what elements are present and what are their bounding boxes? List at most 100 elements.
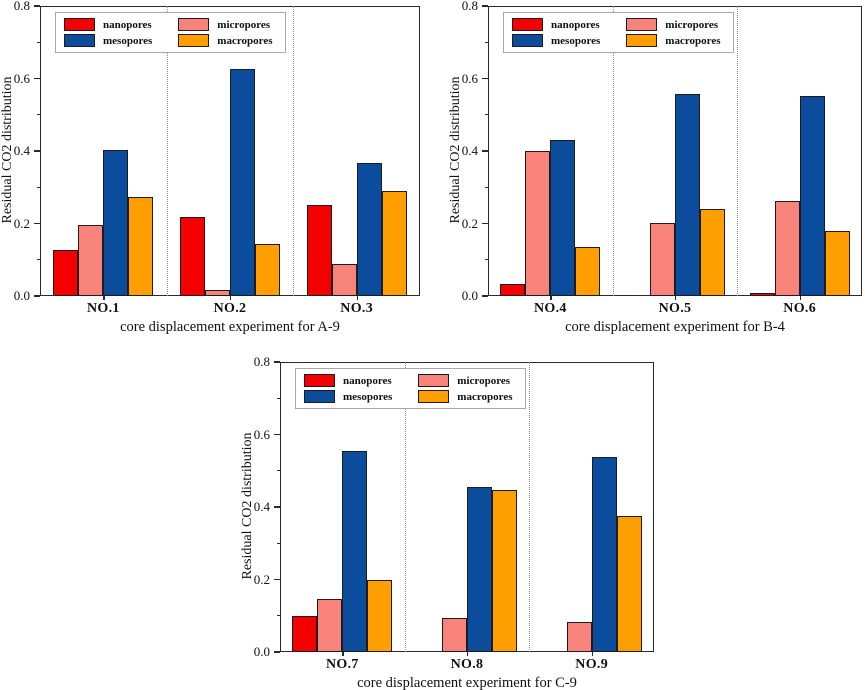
x-axis-title: core displacement experiment for C-9 bbox=[357, 675, 577, 690]
legend-label: micropores bbox=[217, 18, 271, 31]
x-tick-label: NO.8 bbox=[450, 657, 484, 672]
legend-item: micropores bbox=[178, 18, 272, 31]
bar-mesopores bbox=[550, 140, 576, 296]
bar-macropores bbox=[381, 191, 407, 296]
bar-nanopores bbox=[180, 217, 205, 296]
bar-micropores bbox=[331, 264, 357, 296]
y-tick bbox=[34, 295, 40, 297]
bar-nanopores bbox=[749, 293, 775, 296]
x-tick-label: NO.2 bbox=[213, 301, 247, 316]
x-tick-label: NO.6 bbox=[783, 301, 816, 316]
y-tick-label: 0.6 bbox=[253, 426, 270, 442]
legend-item: nanopores bbox=[512, 18, 600, 31]
y-tick-label: 0.0 bbox=[13, 288, 30, 303]
y-minor-tick bbox=[37, 114, 40, 116]
legend-label: mesopores bbox=[551, 34, 601, 47]
legend-item: macropores bbox=[626, 34, 721, 47]
y-minor-tick bbox=[277, 542, 280, 544]
bar-mesopores bbox=[591, 457, 617, 652]
chart-a9: NO.1 NO.2 NO.3 0.0 0.2 0.4 0.6 0.8 core displace… bbox=[0, 0, 420, 335]
legend-swatch-mesopores bbox=[64, 34, 95, 47]
bar-nanopores bbox=[292, 616, 318, 652]
bar-micropores bbox=[317, 599, 343, 652]
y-minor-tick bbox=[485, 41, 488, 43]
y-minor-tick bbox=[277, 470, 280, 472]
legend: nanopores micropores mesopores macropores bbox=[503, 12, 734, 53]
y-axis-title: Residual CO2 distribution bbox=[0, 76, 15, 224]
y-tick-label: 0.2 bbox=[13, 215, 30, 231]
legend-swatch-micropores bbox=[418, 374, 450, 387]
x-tick bbox=[356, 296, 359, 300]
bar-mesopores bbox=[230, 69, 255, 296]
bar-macropores bbox=[255, 244, 280, 296]
y-tick bbox=[34, 77, 40, 80]
legend-swatch-mesopores bbox=[304, 390, 335, 403]
bar-nanopores bbox=[500, 284, 526, 296]
y-minor-tick bbox=[37, 259, 40, 261]
bar-mesopores bbox=[675, 94, 700, 296]
y-tick bbox=[482, 222, 488, 225]
legend-item: macropores bbox=[418, 390, 513, 403]
bar-mesopores bbox=[467, 487, 492, 652]
bar-nanopores bbox=[53, 250, 79, 296]
bar-micropores bbox=[650, 223, 675, 296]
group-separator bbox=[737, 6, 739, 296]
x-tick bbox=[467, 652, 469, 656]
chart-c9: NO.7 NO.8 NO.9 0.0 0.2 0.4 0.6 0.8 core displace… bbox=[240, 354, 654, 690]
bar-micropores bbox=[774, 201, 800, 296]
y-tick-label: 0.4 bbox=[253, 499, 270, 514]
group-separator bbox=[293, 6, 295, 296]
legend-label: micropores bbox=[457, 374, 511, 387]
legend-label: nanopores bbox=[343, 374, 392, 387]
legend-label: mesopores bbox=[103, 34, 153, 47]
y-tick-label: 0.2 bbox=[253, 571, 270, 587]
y-tick bbox=[34, 5, 40, 7]
y-tick-label: 0.8 bbox=[13, 0, 30, 13]
y-minor-tick bbox=[485, 186, 488, 188]
legend-label: nanopores bbox=[551, 18, 600, 31]
chart-b4: NO.4 NO.5 NO.6 0.0 0.2 0.4 0.6 0.8 core displace… bbox=[448, 0, 862, 335]
y-tick-label: 0.0 bbox=[461, 288, 478, 303]
x-tick bbox=[550, 296, 552, 300]
y-tick bbox=[34, 222, 40, 225]
legend-label: macropores bbox=[665, 34, 721, 47]
y-tick-label: 0.8 bbox=[253, 354, 270, 369]
x-tick-label: NO.5 bbox=[658, 301, 692, 316]
y-minor-tick bbox=[37, 186, 40, 188]
y-axis-title: Residual CO2 distribution bbox=[240, 432, 255, 580]
legend-item: nanopores bbox=[304, 374, 392, 387]
legend-label: micropores bbox=[665, 18, 719, 31]
y-tick bbox=[482, 77, 488, 80]
y-tick-label: 0.4 bbox=[461, 143, 478, 158]
legend-item: micropores bbox=[626, 18, 720, 31]
legend-item: nanopores bbox=[64, 18, 152, 31]
y-tick bbox=[274, 433, 280, 436]
legend-item: mesopores bbox=[512, 34, 600, 47]
group-separator bbox=[529, 362, 531, 652]
bar-nanopores bbox=[306, 205, 332, 296]
x-tick bbox=[799, 296, 802, 300]
x-tick-label: NO.7 bbox=[325, 657, 359, 672]
x-tick bbox=[103, 296, 105, 300]
bar-macropores bbox=[700, 209, 725, 296]
bar-macropores bbox=[575, 247, 601, 296]
bar-macropores bbox=[128, 197, 154, 296]
x-axis-title: core displacement experiment for B-4 bbox=[565, 319, 785, 335]
legend-swatch-macropores bbox=[626, 34, 658, 47]
x-tick bbox=[230, 296, 232, 300]
legend-item: mesopores bbox=[304, 390, 392, 403]
bar-macropores bbox=[492, 490, 517, 652]
x-tick bbox=[675, 296, 677, 300]
x-tick-label: NO.9 bbox=[575, 657, 608, 672]
legend-item: macropores bbox=[178, 34, 273, 47]
y-tick bbox=[34, 150, 40, 152]
legend: nanopores micropores mesopores macropores bbox=[55, 12, 286, 53]
y-tick bbox=[482, 5, 488, 7]
x-tick bbox=[342, 652, 344, 656]
legend-label: nanopores bbox=[103, 18, 152, 31]
x-tick-label: NO.1 bbox=[86, 301, 120, 316]
group-separator bbox=[612, 6, 614, 296]
y-tick-label: 0.2 bbox=[461, 215, 478, 231]
y-tick-label: 0.0 bbox=[253, 644, 270, 659]
y-minor-tick bbox=[37, 41, 40, 43]
